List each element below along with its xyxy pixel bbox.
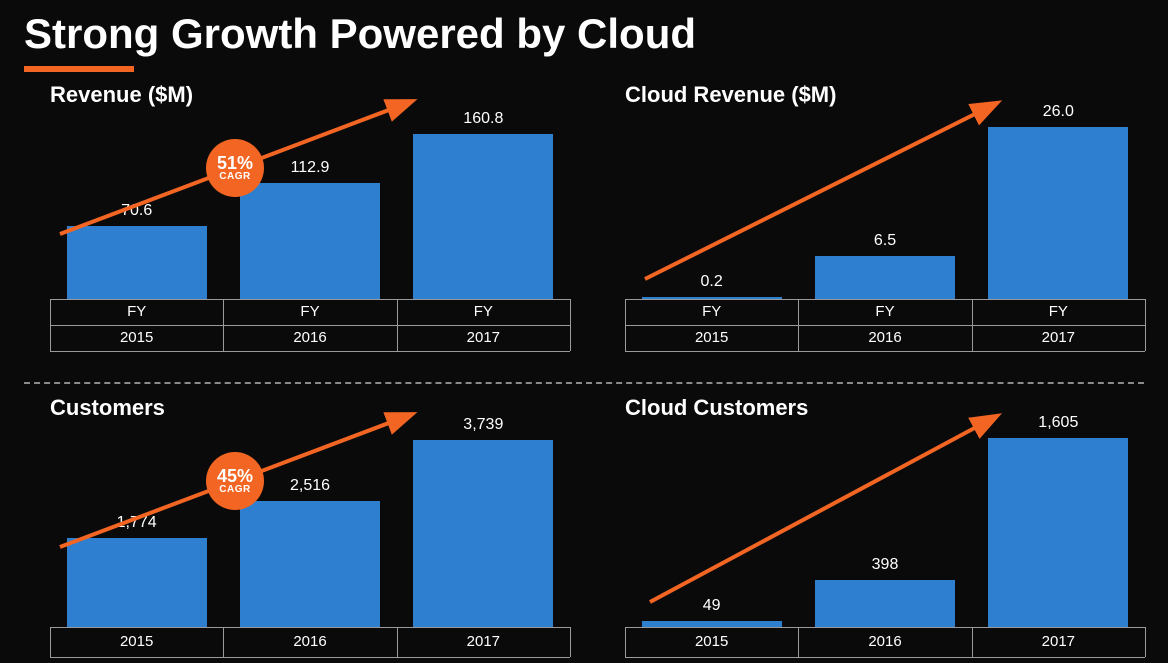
axis-gridline	[50, 299, 51, 351]
axis-label: FY	[1049, 303, 1068, 320]
bar	[67, 538, 207, 627]
value-label: 70.6	[121, 202, 152, 220]
bar	[413, 134, 553, 299]
chart-cloud-customers: Cloud Customers 493981,605201520162017	[625, 395, 1145, 627]
axis-gridline	[625, 657, 1145, 658]
axis-label: 2015	[695, 329, 728, 346]
axis-label: FY	[474, 303, 493, 320]
axis-gridline	[625, 351, 1145, 352]
axis-gridline	[625, 299, 626, 351]
axis-gridline	[397, 627, 398, 657]
bar	[240, 183, 380, 299]
value-label: 2,516	[290, 477, 330, 495]
axis-gridline	[50, 657, 570, 658]
axis-label: FY	[875, 303, 894, 320]
cagr-badge: 51%CAGR	[206, 139, 264, 197]
axis-label: 2017	[467, 633, 500, 650]
axis-label: 2016	[293, 329, 326, 346]
axis-gridline	[625, 627, 626, 657]
value-label: 49	[703, 597, 721, 615]
axis-gridline	[50, 627, 570, 628]
cagr-percent: 51%	[217, 154, 253, 172]
cagr-label: CAGR	[219, 485, 250, 495]
axis-gridline	[798, 299, 799, 351]
axis-gridline	[50, 325, 570, 326]
plot-area: 493981,605201520162017	[625, 427, 1145, 627]
bar	[988, 127, 1128, 299]
axis-gridline	[972, 299, 973, 351]
chart-customers: Customers 1,7742,5163,73920152016201745%…	[50, 395, 570, 627]
axis-gridline	[1145, 299, 1146, 351]
value-label: 112.9	[291, 159, 330, 177]
plot-area: 70.6112.9160.8FY2015FY2016FY201751%CAGR	[50, 114, 570, 299]
plot-area: 1,7742,5163,73920152016201745%CAGR	[50, 427, 570, 627]
bar	[815, 256, 955, 299]
axis-gridline	[972, 627, 973, 657]
chart-title: Revenue ($M)	[50, 82, 570, 108]
axis-gridline	[50, 351, 570, 352]
chart-revenue: Revenue ($M) 70.6112.9160.8FY2015FY2016F…	[50, 82, 570, 299]
title-underline	[24, 66, 134, 72]
axis-label: 2017	[467, 329, 500, 346]
axis-gridline	[397, 299, 398, 351]
axis-gridline	[570, 627, 571, 657]
cagr-label: CAGR	[219, 172, 250, 182]
bar	[67, 226, 207, 299]
axis-label: FY	[702, 303, 721, 320]
bar	[413, 440, 553, 627]
axis-gridline	[625, 325, 1145, 326]
value-label: 0.2	[701, 273, 723, 291]
slide-root: { "title": "Strong Growth Powered by Clo…	[0, 0, 1168, 663]
bar	[988, 438, 1128, 627]
cagr-percent: 45%	[217, 467, 253, 485]
axis-gridline	[50, 627, 51, 657]
axis-gridline	[798, 627, 799, 657]
value-label: 26.0	[1043, 103, 1074, 121]
plot-area: 0.26.526.0FY2015FY2016FY2017	[625, 114, 1145, 299]
axis-gridline	[625, 627, 1145, 628]
value-label: 3,739	[463, 416, 503, 434]
chart-cloud-revenue: Cloud Revenue ($M) 0.26.526.0FY2015FY201…	[625, 82, 1145, 299]
axis-gridline	[570, 299, 571, 351]
value-label: 6.5	[874, 232, 896, 250]
axis-label: FY	[127, 303, 146, 320]
axis-label: 2015	[120, 633, 153, 650]
bar	[240, 501, 380, 627]
axis-gridline	[223, 299, 224, 351]
horizontal-divider	[24, 382, 1144, 384]
axis-label: 2017	[1042, 329, 1075, 346]
axis-label: 2017	[1042, 633, 1075, 650]
axis-label: 2015	[695, 633, 728, 650]
bar	[815, 580, 955, 627]
axis-label: 2016	[868, 633, 901, 650]
value-label: 1,605	[1038, 414, 1078, 432]
axis-gridline	[625, 299, 1145, 300]
axis-label: 2016	[868, 329, 901, 346]
axis-label: FY	[300, 303, 319, 320]
value-label: 398	[872, 556, 899, 574]
cagr-badge: 45%CAGR	[206, 452, 264, 510]
axis-gridline	[223, 627, 224, 657]
axis-label: 2015	[120, 329, 153, 346]
page-title: Strong Growth Powered by Cloud	[24, 10, 696, 58]
axis-gridline	[1145, 627, 1146, 657]
axis-label: 2016	[293, 633, 326, 650]
axis-gridline	[50, 299, 570, 300]
value-label: 1,774	[117, 514, 157, 532]
value-label: 160.8	[463, 110, 503, 128]
